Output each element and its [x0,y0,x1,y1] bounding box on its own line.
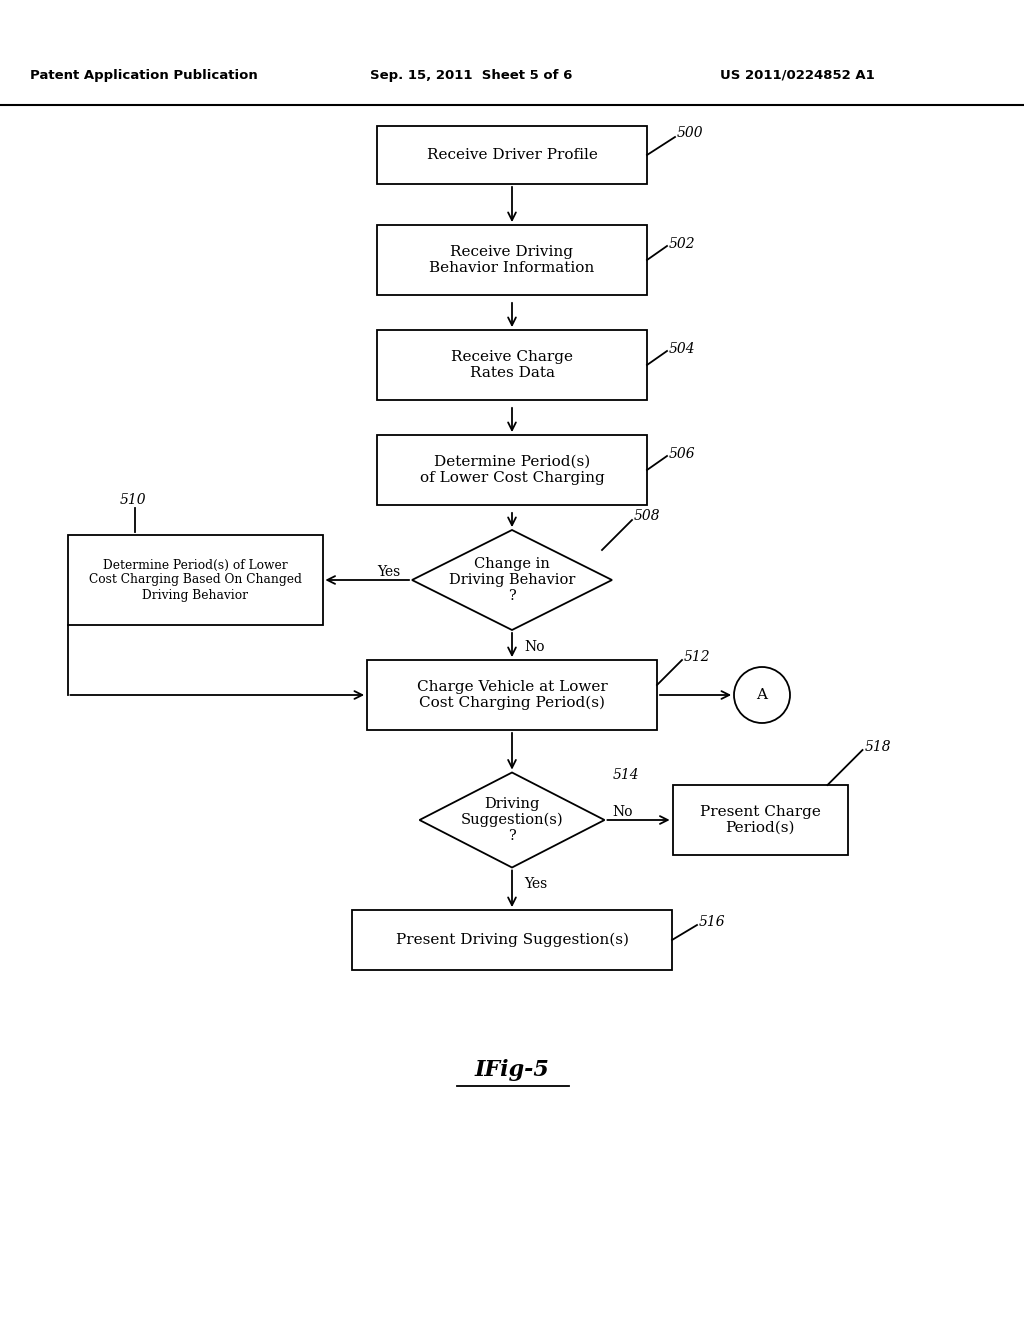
Bar [367,660,657,730]
Bar [377,125,647,183]
Text: 514: 514 [612,768,639,781]
Polygon shape [412,531,612,630]
Text: 502: 502 [669,238,695,251]
Text: Charge Vehicle at Lower
Cost Charging Period(s): Charge Vehicle at Lower Cost Charging Pe… [417,680,607,710]
Text: 510: 510 [120,492,146,507]
Text: Receive Charge
Rates Data: Receive Charge Rates Data [451,350,573,380]
Bar [673,785,848,855]
Text: Patent Application Publication: Patent Application Publication [30,69,258,82]
Text: Present Charge
Period(s): Present Charge Period(s) [699,805,820,836]
Circle shape [734,667,790,723]
Text: 500: 500 [677,125,703,140]
Text: Change in
Driving Behavior
?: Change in Driving Behavior ? [449,557,575,603]
Text: 504: 504 [669,342,695,356]
Text: 512: 512 [684,649,711,664]
Text: Sep. 15, 2011  Sheet 5 of 6: Sep. 15, 2011 Sheet 5 of 6 [370,69,572,82]
Text: 516: 516 [699,915,726,929]
Text: 508: 508 [634,510,660,523]
Bar [352,909,672,970]
Text: 506: 506 [669,447,695,461]
Text: IFig-5: IFig-5 [474,1059,550,1081]
Text: Present Driving Suggestion(s): Present Driving Suggestion(s) [395,933,629,948]
Text: No: No [612,805,633,818]
Bar [68,535,323,624]
Text: Determine Period(s)
of Lower Cost Charging: Determine Period(s) of Lower Cost Chargi… [420,455,604,486]
Text: Driving
Suggestion(s)
?: Driving Suggestion(s) ? [461,796,563,843]
Text: Yes: Yes [524,878,547,891]
Bar [377,436,647,506]
Text: No: No [524,640,545,653]
Polygon shape [420,772,604,867]
Text: US 2011/0224852 A1: US 2011/0224852 A1 [720,69,874,82]
Text: 518: 518 [864,741,891,754]
Text: Yes: Yes [377,565,400,579]
Text: Determine Period(s) of Lower
Cost Charging Based On Changed
Driving Behavior: Determine Period(s) of Lower Cost Chargi… [88,558,301,602]
Text: A: A [757,688,768,702]
Text: Receive Driver Profile: Receive Driver Profile [427,148,597,162]
Bar [377,224,647,294]
Bar [377,330,647,400]
Text: Receive Driving
Behavior Information: Receive Driving Behavior Information [429,246,595,275]
